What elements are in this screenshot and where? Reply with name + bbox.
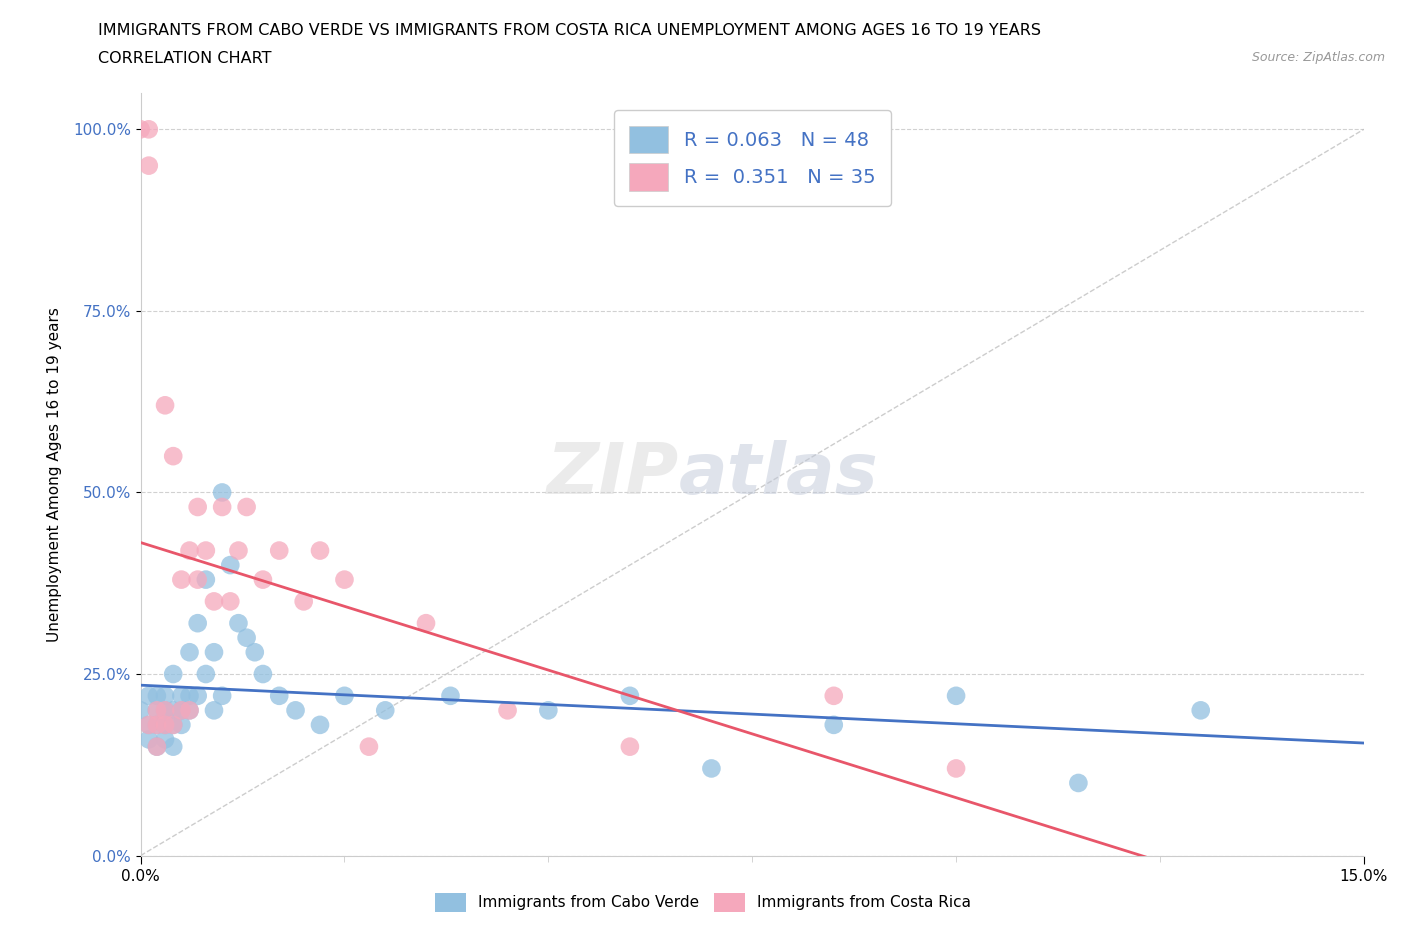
- Point: [357, 739, 380, 754]
- Point: [187, 572, 209, 587]
- Point: [170, 703, 193, 718]
- Point: [179, 543, 201, 558]
- Point: [162, 448, 184, 463]
- Point: [162, 703, 184, 718]
- Text: CORRELATION CHART: CORRELATION CHART: [98, 51, 271, 66]
- Point: [170, 717, 193, 732]
- Point: [179, 703, 201, 718]
- Point: [146, 703, 169, 718]
- Point: [211, 499, 233, 514]
- Point: [1067, 776, 1090, 790]
- Text: ZIP: ZIP: [547, 440, 679, 509]
- Point: [138, 122, 160, 137]
- Point: [153, 732, 176, 747]
- Point: [138, 158, 160, 173]
- Point: [211, 485, 233, 500]
- Point: [284, 703, 307, 718]
- Point: [700, 761, 723, 776]
- Point: [153, 398, 176, 413]
- Point: [179, 688, 201, 703]
- Point: [146, 739, 169, 754]
- Point: [187, 616, 209, 631]
- Legend: R = 0.063   N = 48, R =  0.351   N = 35: R = 0.063 N = 48, R = 0.351 N = 35: [613, 111, 891, 206]
- Point: [415, 616, 437, 631]
- Point: [202, 644, 225, 659]
- Point: [162, 667, 184, 682]
- Point: [269, 543, 291, 558]
- Point: [170, 703, 193, 718]
- Point: [162, 717, 184, 732]
- Y-axis label: Unemployment Among Ages 16 to 19 years: Unemployment Among Ages 16 to 19 years: [46, 307, 62, 642]
- Point: [138, 717, 160, 732]
- Point: [153, 717, 176, 732]
- Point: [496, 703, 519, 718]
- Point: [129, 703, 152, 718]
- Point: [146, 739, 169, 754]
- Point: [333, 572, 356, 587]
- Legend: Immigrants from Cabo Verde, Immigrants from Costa Rica: Immigrants from Cabo Verde, Immigrants f…: [429, 887, 977, 918]
- Point: [179, 644, 201, 659]
- Point: [187, 499, 209, 514]
- Point: [235, 499, 257, 514]
- Point: [138, 732, 160, 747]
- Point: [619, 739, 641, 754]
- Point: [194, 572, 217, 587]
- Point: [153, 703, 176, 718]
- Point: [138, 688, 160, 703]
- Point: [129, 122, 152, 137]
- Point: [333, 688, 356, 703]
- Point: [138, 717, 160, 732]
- Point: [235, 631, 257, 645]
- Point: [187, 688, 209, 703]
- Point: [162, 739, 184, 754]
- Point: [228, 543, 250, 558]
- Point: [153, 688, 176, 703]
- Point: [162, 717, 184, 732]
- Point: [1189, 703, 1212, 718]
- Point: [202, 594, 225, 609]
- Point: [945, 688, 967, 703]
- Point: [228, 616, 250, 631]
- Point: [823, 688, 845, 703]
- Point: [219, 558, 242, 573]
- Point: [153, 717, 176, 732]
- Point: [194, 667, 217, 682]
- Point: [153, 703, 176, 718]
- Point: [269, 688, 291, 703]
- Point: [252, 667, 274, 682]
- Point: [211, 688, 233, 703]
- Point: [309, 543, 332, 558]
- Point: [170, 688, 193, 703]
- Point: [439, 688, 461, 703]
- Point: [292, 594, 315, 609]
- Point: [309, 717, 332, 732]
- Point: [252, 572, 274, 587]
- Point: [202, 703, 225, 718]
- Point: [170, 572, 193, 587]
- Point: [243, 644, 266, 659]
- Text: atlas: atlas: [679, 440, 879, 509]
- Point: [619, 688, 641, 703]
- Point: [146, 717, 169, 732]
- Point: [146, 688, 169, 703]
- Point: [146, 703, 169, 718]
- Point: [194, 543, 217, 558]
- Point: [179, 703, 201, 718]
- Point: [945, 761, 967, 776]
- Text: IMMIGRANTS FROM CABO VERDE VS IMMIGRANTS FROM COSTA RICA UNEMPLOYMENT AMONG AGES: IMMIGRANTS FROM CABO VERDE VS IMMIGRANTS…: [98, 23, 1042, 38]
- Point: [537, 703, 560, 718]
- Point: [146, 717, 169, 732]
- Point: [374, 703, 396, 718]
- Point: [219, 594, 242, 609]
- Text: Source: ZipAtlas.com: Source: ZipAtlas.com: [1251, 51, 1385, 64]
- Point: [823, 717, 845, 732]
